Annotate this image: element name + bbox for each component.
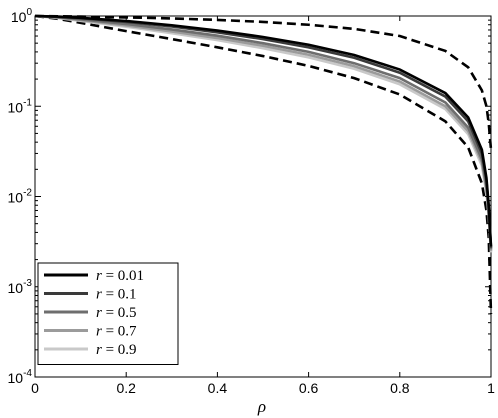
y-tick-label: 10-2: [8, 188, 33, 206]
x-axis: 0 0.2 0.4 0.6 0.8 1: [31, 16, 495, 396]
legend-label: r = 0.7: [96, 324, 137, 340]
series-line-0.1: [34, 14, 493, 248]
x-tick-label: 1: [487, 380, 495, 396]
y-axis: 100 10-1 10-2 10-3 10-4: [8, 7, 491, 386]
series-line-0.7: [34, 14, 493, 251]
x-tick-label: 0.6: [299, 380, 319, 396]
x-tick-label: 0.2: [116, 380, 136, 396]
series-line-0.9: [34, 14, 493, 253]
plot-area: [34, 14, 493, 378]
y-tick-label: 100: [11, 7, 33, 25]
x-tick-label: 0.8: [390, 380, 410, 396]
y-tick-label: 10-4: [8, 368, 33, 386]
series-line-0.01: [34, 14, 493, 247]
bound-line-2: [34, 14, 493, 314]
bound-line-1: [34, 14, 493, 150]
legend-label: r = 0.01: [96, 268, 144, 284]
y-tick-label: 10-1: [8, 97, 33, 115]
x-tick-label: 0.4: [208, 380, 228, 396]
legend-label: r = 0.1: [96, 287, 137, 303]
legend: r = 0.01 r = 0.1 r = 0.5 r = 0.7 r = 0.9: [37, 262, 179, 365]
x-tick-label: 0: [31, 380, 39, 396]
series-line-0.5: [34, 14, 493, 250]
y-tick-label: 10-3: [8, 278, 33, 296]
legend-label: r = 0.5: [96, 305, 137, 321]
legend-label: r = 0.9: [96, 342, 137, 358]
x-axis-label: ρ: [257, 397, 266, 416]
